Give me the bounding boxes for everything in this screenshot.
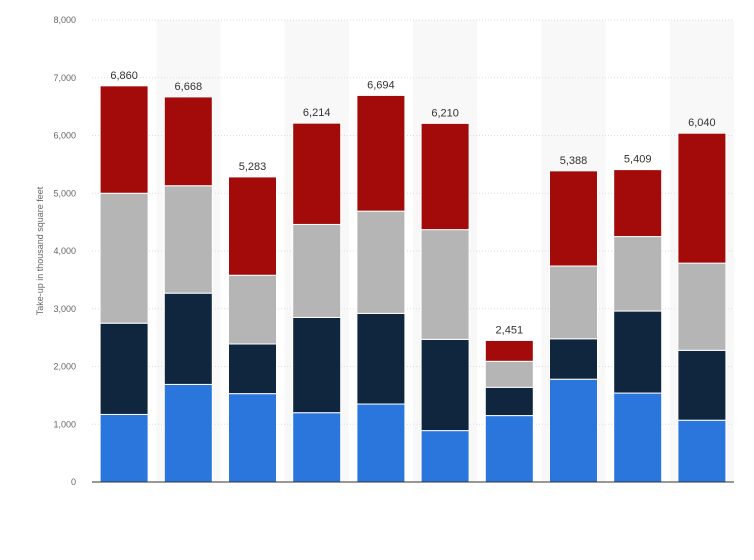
total-label: 2,451 bbox=[496, 324, 524, 336]
total-label: 6,860 bbox=[110, 70, 138, 82]
y-axis-ticks: 0 1,000 2,000 3,000 4,000 5,000 6,000 7,000 8,00… bbox=[53, 15, 76, 487]
bar-segment[interactable] bbox=[292, 412, 342, 483]
total-label: 6,668 bbox=[175, 81, 203, 93]
bar-segment[interactable] bbox=[99, 85, 149, 194]
total-label: 5,409 bbox=[624, 154, 652, 166]
bar-segment[interactable] bbox=[228, 274, 277, 345]
total-label: 6,210 bbox=[431, 107, 459, 119]
bar-segment[interactable] bbox=[420, 122, 470, 231]
total-label: 5,388 bbox=[560, 155, 588, 167]
bar-segment[interactable] bbox=[549, 378, 598, 483]
bar-segment[interactable] bbox=[613, 310, 663, 394]
bar-segment[interactable] bbox=[484, 339, 534, 362]
y-axis-label: Take-up in thousand square feet bbox=[35, 186, 45, 315]
y-tick-label: 4,000 bbox=[53, 246, 76, 256]
bar-segment[interactable] bbox=[549, 338, 598, 380]
bar-segment[interactable] bbox=[163, 185, 213, 294]
y-tick-label: 5,000 bbox=[53, 188, 76, 198]
gridlines bbox=[92, 19, 734, 425]
bars bbox=[99, 85, 727, 483]
y-tick-label: 7,000 bbox=[53, 73, 76, 83]
y-tick-label: 2,000 bbox=[53, 362, 76, 372]
total-label: 6,040 bbox=[688, 117, 716, 129]
total-labels: 6,860 6,668 5,283 6,214 6,694 6,210 2,451 5,388… bbox=[110, 70, 715, 337]
y-tick-label: 3,000 bbox=[53, 304, 76, 314]
total-label: 6,214 bbox=[303, 107, 331, 119]
bar-segment[interactable] bbox=[163, 292, 213, 385]
y-tick-label: 8,000 bbox=[53, 15, 76, 25]
y-tick-label: 6,000 bbox=[53, 131, 76, 141]
total-label: 5,283 bbox=[239, 161, 267, 173]
bar-segment[interactable] bbox=[677, 419, 727, 483]
bar-segment[interactable] bbox=[228, 343, 277, 395]
y-tick-label: 0 bbox=[71, 477, 76, 487]
bar-segment[interactable] bbox=[613, 392, 663, 483]
bar-segment[interactable] bbox=[356, 94, 406, 212]
bar-segment[interactable] bbox=[420, 229, 470, 340]
bar-segment[interactable] bbox=[99, 192, 149, 324]
bar-segment[interactable] bbox=[613, 169, 663, 238]
bar-segment[interactable] bbox=[292, 122, 342, 225]
bar-segment[interactable] bbox=[549, 170, 598, 267]
bar-segment[interactable] bbox=[677, 262, 727, 351]
bar-segment[interactable] bbox=[484, 360, 534, 388]
bar-segment[interactable] bbox=[356, 312, 406, 405]
bar-segment[interactable] bbox=[484, 386, 534, 417]
y-tick-label: 1,000 bbox=[53, 419, 76, 429]
bar-segment[interactable] bbox=[163, 383, 213, 483]
bar-segment[interactable] bbox=[549, 265, 598, 340]
bar-segment[interactable] bbox=[292, 223, 342, 318]
bar-segment[interactable] bbox=[292, 316, 342, 414]
bar-segment[interactable] bbox=[99, 413, 149, 483]
total-label: 6,694 bbox=[367, 79, 395, 91]
bar-segment[interactable] bbox=[484, 415, 534, 483]
bar-segment[interactable] bbox=[613, 236, 663, 312]
bar-segment[interactable] bbox=[163, 96, 213, 187]
bar-segment[interactable] bbox=[420, 430, 470, 483]
bar-segment[interactable] bbox=[677, 349, 727, 421]
bar-segment[interactable] bbox=[420, 338, 470, 432]
bar-segment[interactable] bbox=[228, 393, 277, 483]
bar-segment[interactable] bbox=[356, 210, 406, 314]
bar-segment[interactable] bbox=[677, 132, 727, 264]
bar-segment[interactable] bbox=[356, 403, 406, 483]
bar-segment[interactable] bbox=[228, 176, 277, 276]
bar-segment[interactable] bbox=[99, 322, 149, 415]
